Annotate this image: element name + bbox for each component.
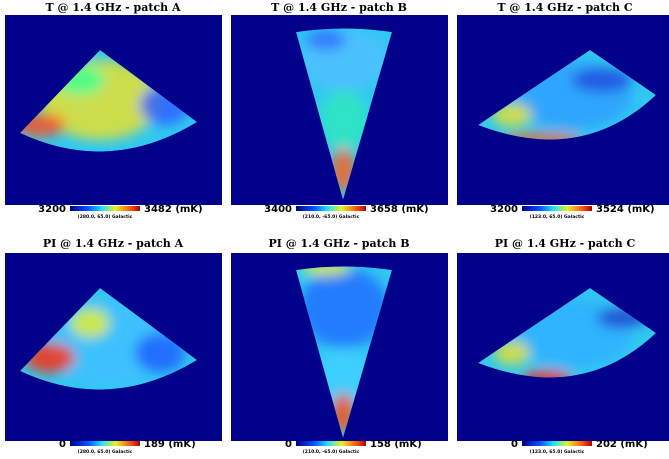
- patch-blob: [70, 308, 110, 338]
- colorbar-max: 3524 (mK): [596, 204, 655, 215]
- colorbar-max: 3658 (mK): [370, 204, 429, 215]
- colorbar: [296, 441, 366, 446]
- patch-blob: [306, 30, 346, 50]
- colorbar: [522, 441, 592, 446]
- patch-blob: [522, 370, 572, 378]
- colorbar-min: 0: [59, 439, 66, 450]
- panel-title: T @ 1.4 GHz - patch B: [271, 1, 407, 14]
- panel: T @ 1.4 GHz - patch C 3200 3524 (mK) (123.0…: [457, 1, 669, 220]
- panel: T @ 1.4 GHz - patch B 3400 3658 (mK) (210.0…: [231, 1, 448, 220]
- colorbar: [522, 206, 592, 211]
- colorbar: [70, 441, 140, 446]
- panel-title: T @ 1.4 GHz - patch C: [497, 1, 632, 14]
- panel-title: PI @ 1.4 GHz - patch C: [495, 237, 636, 250]
- patch-blob: [319, 90, 369, 150]
- panel: PI @ 1.4 GHz - patch A 0 189 (mK) (280.0, 6…: [5, 237, 222, 455]
- sky-patch: [20, 288, 197, 390]
- patch-blob: [135, 333, 185, 373]
- colorbar-min: 3200: [38, 204, 66, 215]
- panel: PI @ 1.4 GHz - patch B 0 158 (mK) (210.0, -…: [231, 237, 448, 455]
- colorbar-max: 202 (mK): [596, 439, 648, 450]
- patch-blob: [494, 341, 530, 365]
- panel: PI @ 1.4 GHz - patch C 0 202 (mK) (123.0, 6…: [457, 237, 669, 455]
- patch-blob: [301, 266, 351, 276]
- sky-patch: [296, 28, 392, 200]
- coordinates: (280.0, 65.0) Galactic: [78, 449, 133, 455]
- coordinates: (210.0, -65.0) Galactic: [303, 449, 360, 455]
- colorbar: [70, 206, 140, 211]
- colorbar: [296, 206, 366, 211]
- patch-structure: [299, 30, 389, 192]
- patch-blob: [492, 103, 532, 127]
- colorbar-max: 158 (mK): [370, 439, 422, 450]
- patch-blob: [572, 68, 632, 92]
- coordinates: (210.0, -65.0) Galactic: [303, 214, 360, 220]
- coordinates: (123.0, 65.0) Galactic: [530, 214, 585, 220]
- patch-structure: [25, 298, 185, 388]
- colorbar-max: 189 (mK): [144, 439, 196, 450]
- patch-blob: [299, 268, 389, 348]
- coordinates: (123.0, 65.0) Galactic: [530, 449, 585, 455]
- panel-title: T @ 1.4 GHz - patch A: [45, 1, 180, 14]
- colorbar-min: 3200: [490, 204, 518, 215]
- colorbar-max: 3482 (mK): [144, 204, 203, 215]
- panel-title: PI @ 1.4 GHz - patch A: [43, 237, 184, 250]
- colorbar-min: 3400: [264, 204, 292, 215]
- patch-blob: [502, 133, 582, 140]
- coordinates: (280.0, 65.0) Galactic: [78, 214, 133, 220]
- colorbar-min: 0: [511, 439, 518, 450]
- colorbar-min: 0: [285, 439, 292, 450]
- panel-title: PI @ 1.4 GHz - patch B: [268, 237, 409, 250]
- panel: T @ 1.4 GHz - patch A 3200 3482 (mK) (280.0…: [5, 1, 222, 220]
